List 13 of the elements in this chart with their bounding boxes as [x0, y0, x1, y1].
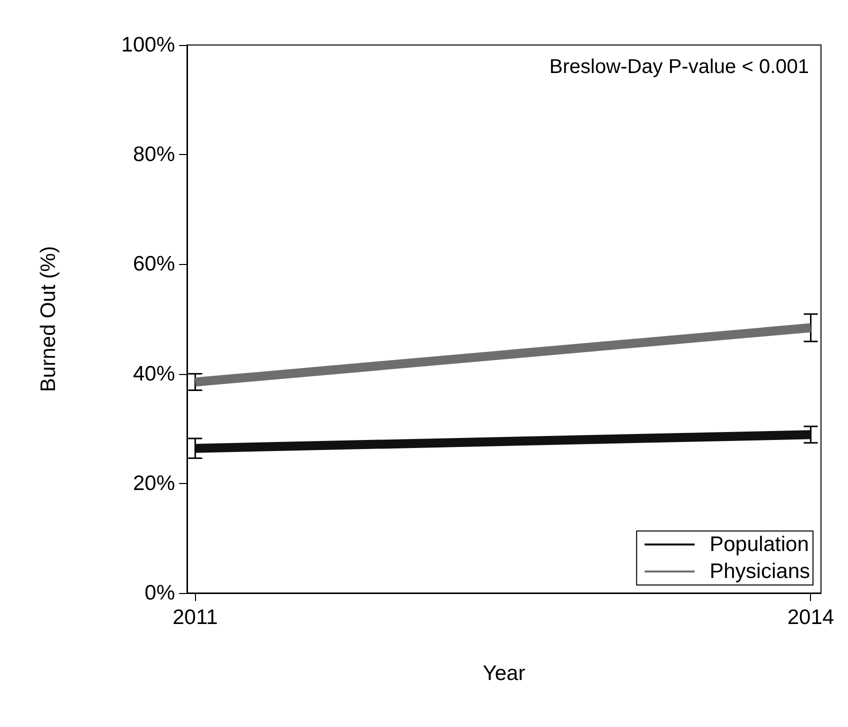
y-tick-label: 40% — [132, 362, 175, 386]
x-tick-label: 2011 — [172, 606, 218, 629]
x-axis-title: Year — [482, 662, 526, 685]
y-axis-title: Burned Out (%) — [37, 246, 60, 392]
y-tick-label: 0% — [144, 582, 175, 604]
legend-label: Physicians — [710, 560, 810, 583]
y-tick-label: 20% — [132, 472, 175, 495]
legend-label: Population — [710, 533, 809, 556]
y-tick-label: 80% — [132, 143, 175, 166]
y-tick-label: 60% — [132, 252, 175, 276]
y-tick-label: 100% — [121, 34, 175, 56]
x-tick-label: 2014 — [787, 606, 834, 629]
annotation: Breslow-Day P-value < 0.001 — [549, 56, 810, 78]
